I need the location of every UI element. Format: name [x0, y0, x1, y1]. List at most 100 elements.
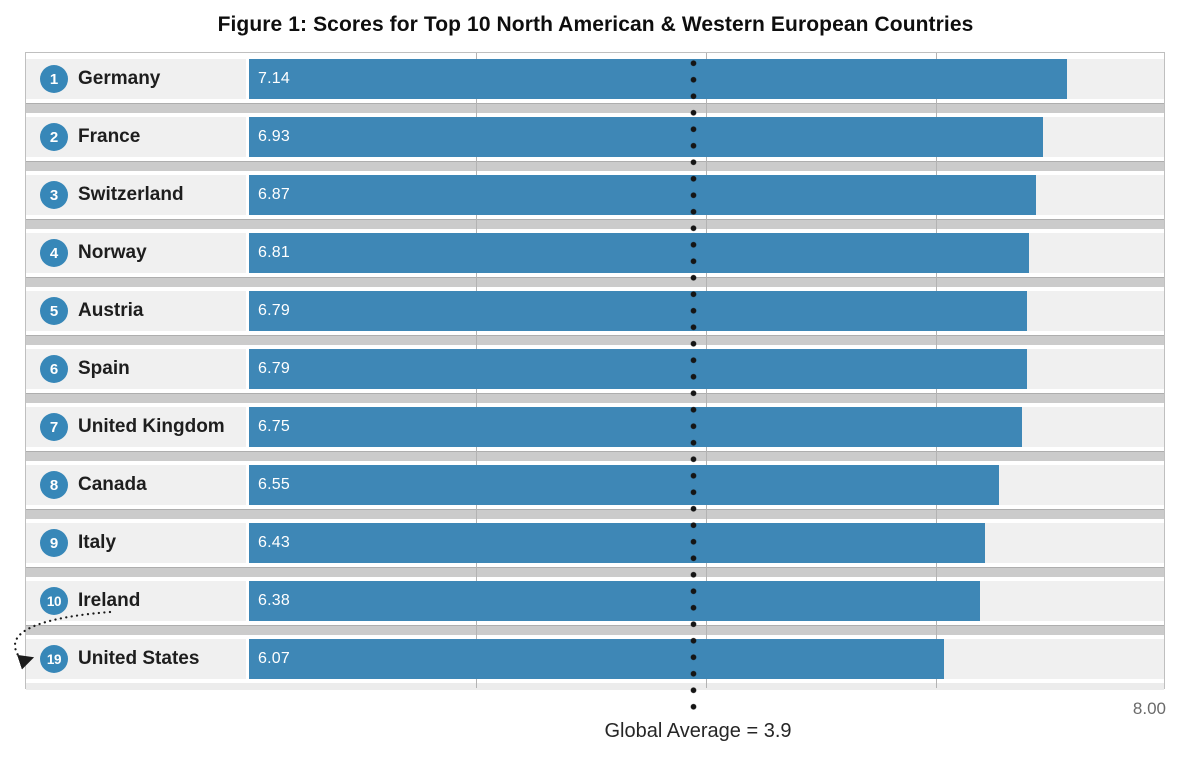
score-value: 6.07 — [258, 650, 290, 667]
score-bar: 6.07 — [249, 639, 944, 679]
rank-jump-arrow-icon — [13, 610, 112, 670]
score-bar: 6.87 — [249, 175, 1036, 215]
country-label: Canada — [78, 474, 147, 495]
score-bar: 6.75 — [249, 407, 1022, 447]
bar-track: 6.93 — [249, 117, 1164, 157]
country-label: United States — [78, 648, 200, 669]
table-row: 6 Spain 6.79 — [26, 349, 1164, 389]
country-label: Austria — [78, 300, 144, 321]
bar-track: 6.75 — [249, 407, 1164, 447]
country-label: France — [78, 126, 141, 147]
row-separator — [26, 625, 1164, 635]
label-bar-gap — [246, 59, 249, 99]
score-value: 6.43 — [258, 534, 290, 551]
score-bar: 6.38 — [249, 581, 980, 621]
row-separator — [26, 161, 1164, 171]
country-label: Norway — [78, 242, 147, 263]
score-bar: 6.43 — [249, 523, 985, 563]
score-value: 6.79 — [258, 360, 290, 377]
score-bar: 6.79 — [249, 349, 1027, 389]
country-label-cell: 7 United Kingdom — [26, 407, 246, 447]
chart-area: 1 Germany 7.14 2 France 6.93 3 Switzerla… — [25, 52, 1165, 690]
row-separator — [26, 393, 1164, 403]
bar-track: 6.55 — [249, 465, 1164, 505]
row-separator — [26, 335, 1164, 345]
figure-title: Figure 1: Scores for Top 10 North Americ… — [217, 13, 974, 36]
bar-track: 6.43 — [249, 523, 1164, 563]
country-label-cell: 2 France — [26, 117, 246, 157]
country-label-cell: 4 Norway — [26, 233, 246, 273]
table-row: 4 Norway 6.81 — [26, 233, 1164, 273]
country-label: Ireland — [78, 590, 141, 611]
table-row: 1 Germany 7.14 — [26, 59, 1164, 99]
chart-bottom-strip — [26, 683, 1164, 690]
table-row: 5 Austria 6.79 — [26, 291, 1164, 331]
label-bar-gap — [246, 581, 249, 621]
table-row: 19 United States 6.07 — [26, 639, 1164, 679]
row-separator — [26, 509, 1164, 519]
rank-badge: 5 — [40, 297, 68, 325]
country-label-cell: 19 United States — [26, 639, 246, 679]
table-row: 3 Switzerland 6.87 — [26, 175, 1164, 215]
score-value: 6.87 — [258, 186, 290, 203]
bar-track: 7.14 — [249, 59, 1164, 99]
label-bar-gap — [246, 407, 249, 447]
row-separator — [26, 567, 1164, 577]
row-separator — [26, 103, 1164, 113]
country-label-cell: 9 Italy — [26, 523, 246, 563]
label-bar-gap — [246, 349, 249, 389]
label-bar-gap — [246, 465, 249, 505]
row-separator — [26, 451, 1164, 461]
bar-track: 6.79 — [249, 291, 1164, 331]
country-label-cell: 5 Austria — [26, 291, 246, 331]
bar-track: 6.81 — [249, 233, 1164, 273]
global-average-label: Global Average = 3.9 — [604, 720, 792, 742]
label-bar-gap — [246, 639, 249, 679]
score-bar: 6.79 — [249, 291, 1027, 331]
label-bar-gap — [246, 175, 249, 215]
score-value: 6.75 — [258, 418, 290, 435]
rank-badge: 9 — [40, 529, 68, 557]
country-label: Germany — [78, 68, 161, 89]
table-row: 10 Ireland 6.38 — [26, 581, 1164, 621]
table-row: 2 France 6.93 — [26, 117, 1164, 157]
bar-track: 6.87 — [249, 175, 1164, 215]
country-label: United Kingdom — [78, 416, 225, 437]
score-value: 7.14 — [258, 70, 290, 87]
table-row: 7 United Kingdom 6.75 — [26, 407, 1164, 447]
rows: 1 Germany 7.14 2 France 6.93 3 Switzerla… — [26, 53, 1164, 690]
score-value: 6.93 — [258, 128, 290, 145]
table-row: 8 Canada 6.55 — [26, 465, 1164, 505]
label-bar-gap — [246, 117, 249, 157]
rank-badge: 6 — [40, 355, 68, 383]
table-row: 9 Italy 6.43 — [26, 523, 1164, 563]
score-bar: 6.81 — [249, 233, 1029, 273]
country-label-cell: 1 Germany — [26, 59, 246, 99]
country-label: Spain — [78, 358, 130, 379]
bar-track: 6.07 — [249, 639, 1164, 679]
bar-track: 6.79 — [249, 349, 1164, 389]
score-value: 6.38 — [258, 592, 290, 609]
country-label-cell: 10 Ireland — [26, 581, 246, 621]
rank-badge: 7 — [40, 413, 68, 441]
rank-badge: 8 — [40, 471, 68, 499]
row-separator — [26, 277, 1164, 287]
score-bar: 6.55 — [249, 465, 999, 505]
score-bar: 7.14 — [249, 59, 1067, 99]
bar-track: 6.38 — [249, 581, 1164, 621]
country-label-cell: 8 Canada — [26, 465, 246, 505]
score-value: 6.81 — [258, 244, 290, 261]
label-bar-gap — [246, 523, 249, 563]
score-value: 6.79 — [258, 302, 290, 319]
country-label-cell: 6 Spain — [26, 349, 246, 389]
score-bar: 6.93 — [249, 117, 1043, 157]
label-bar-gap — [246, 291, 249, 331]
rank-badge: 19 — [40, 645, 68, 673]
rank-badge: 2 — [40, 123, 68, 151]
rank-badge: 1 — [40, 65, 68, 93]
country-label: Italy — [78, 532, 117, 553]
rank-badge: 3 — [40, 181, 68, 209]
country-label-cell: 3 Switzerland — [26, 175, 246, 215]
rank-badge: 10 — [40, 587, 68, 615]
